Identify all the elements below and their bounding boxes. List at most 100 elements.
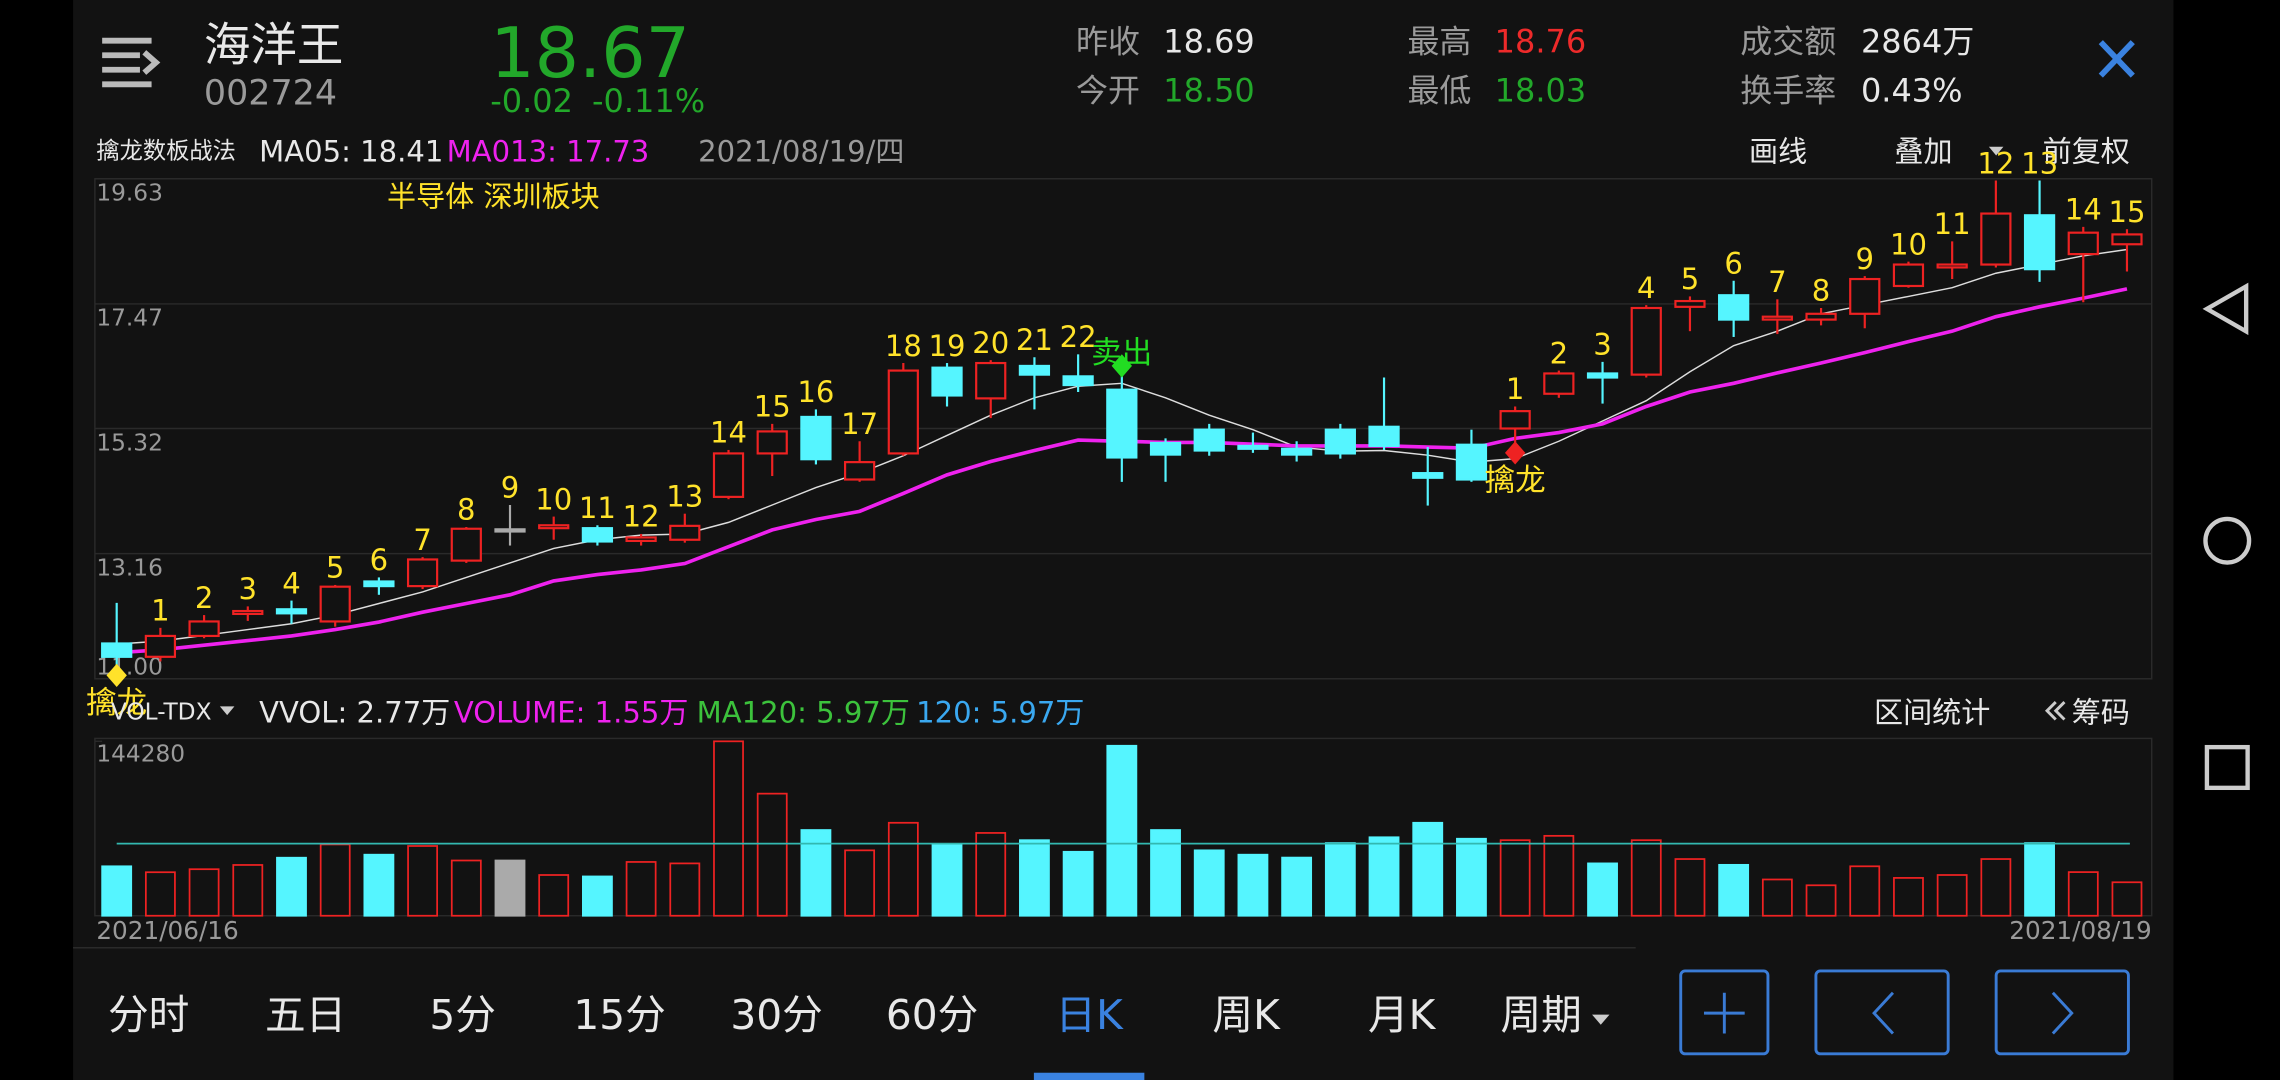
prev-button[interactable] bbox=[1814, 969, 1950, 1056]
candle-body bbox=[1062, 375, 1094, 387]
signal-label: 擒龙 bbox=[1485, 464, 1546, 499]
candle-body bbox=[1106, 388, 1138, 459]
volume-bar bbox=[1324, 842, 1356, 917]
candle-body bbox=[1149, 441, 1182, 456]
volume-bar bbox=[1237, 853, 1269, 917]
tab-active[interactable]: 日K bbox=[1055, 991, 1124, 1039]
candle-body bbox=[756, 430, 788, 455]
signal-label: 擒龙 bbox=[86, 686, 147, 721]
volume-bar bbox=[232, 864, 264, 917]
y-tick-label: 144280 bbox=[96, 741, 185, 768]
stat-label: 今开 bbox=[1076, 72, 1140, 110]
price: 18.67 bbox=[490, 13, 690, 94]
tab[interactable]: 15分 bbox=[573, 991, 665, 1039]
tab[interactable]: 周期 bbox=[1500, 991, 1581, 1039]
candle-label: 3 bbox=[239, 572, 257, 606]
volume-bar bbox=[1368, 836, 1400, 917]
candle-body bbox=[450, 527, 482, 562]
tab[interactable]: 30分 bbox=[730, 991, 822, 1039]
next-button[interactable] bbox=[1994, 969, 2130, 1056]
menu-icon[interactable] bbox=[102, 37, 161, 88]
dropdown-arrow bbox=[1592, 1014, 1610, 1025]
candle-label: 3 bbox=[1593, 328, 1612, 362]
candle-body bbox=[1674, 299, 1706, 308]
candle-label: 11 bbox=[579, 491, 616, 525]
stat-label: 最高 bbox=[1407, 22, 1471, 60]
candle-body bbox=[101, 642, 133, 658]
back-button[interactable] bbox=[2202, 282, 2249, 336]
label-120: 120: 5.97万 bbox=[916, 695, 1084, 729]
candle-label: 14 bbox=[710, 416, 747, 450]
volume-bar bbox=[1630, 839, 1662, 917]
tab[interactable]: 60分 bbox=[886, 991, 978, 1039]
candle-label: 5 bbox=[326, 551, 345, 585]
start-date: 2021/06/16 bbox=[96, 916, 238, 945]
close-button[interactable] bbox=[2098, 40, 2135, 78]
candle-body bbox=[581, 527, 614, 543]
annotation: 半导体 深圳板块 bbox=[387, 179, 600, 213]
candle-body bbox=[1718, 294, 1750, 321]
candle-body bbox=[319, 585, 351, 623]
tab-indicator bbox=[1033, 1072, 1145, 1080]
tool[interactable]: 前复权 bbox=[2043, 134, 2130, 168]
tool[interactable]: 区间统计 bbox=[1874, 695, 1990, 729]
recents-button[interactable] bbox=[2204, 744, 2250, 791]
candle-label: 13 bbox=[666, 479, 703, 513]
candle-body bbox=[975, 361, 1007, 400]
tab[interactable]: 周K bbox=[1212, 991, 1281, 1039]
candle-body bbox=[1281, 447, 1313, 456]
signal-label: 卖出 bbox=[1091, 336, 1152, 371]
candle-label: 13 bbox=[2021, 146, 2058, 180]
tool[interactable]: 叠加 bbox=[1894, 134, 1952, 168]
volume-label: VOLUME: 1.55万 bbox=[454, 695, 689, 729]
add-button[interactable] bbox=[1679, 969, 1770, 1056]
tool[interactable]: 筹码 bbox=[2072, 695, 2130, 729]
candle-label: 7 bbox=[413, 523, 432, 557]
stat-value: 0.43% bbox=[1861, 72, 1963, 110]
vol-indicator[interactable]: VOL-TDX bbox=[111, 699, 212, 726]
candle-body bbox=[1368, 425, 1400, 447]
volume-bar bbox=[407, 845, 439, 917]
stat-label: 最低 bbox=[1407, 72, 1471, 110]
candle-body bbox=[144, 634, 177, 658]
strategy[interactable]: 擒龙数板战法 bbox=[96, 137, 236, 164]
candle-body bbox=[1980, 212, 2012, 266]
volume-bar bbox=[1106, 744, 1138, 917]
candle-label: 2 bbox=[195, 581, 213, 615]
candle-body bbox=[1193, 428, 1225, 452]
candle-label: 20 bbox=[972, 326, 1009, 360]
candle-body bbox=[1761, 315, 1793, 321]
tool[interactable]: 画线 bbox=[1749, 134, 1807, 168]
volume-bar bbox=[931, 843, 963, 917]
y-tick-label: 19.63 bbox=[96, 180, 163, 207]
volume-bar bbox=[1456, 837, 1487, 917]
tab[interactable]: 5分 bbox=[429, 991, 496, 1039]
volume-bar bbox=[1805, 884, 1837, 917]
volume-bar bbox=[276, 856, 307, 917]
volume-bar bbox=[1062, 850, 1094, 917]
candle-body bbox=[1892, 263, 1925, 288]
volume-bar bbox=[1849, 865, 1881, 917]
candle-body bbox=[800, 415, 832, 461]
tab-bar: 分时 五日 5分 15分 30分 60分 日K 周K 月K 周期 bbox=[108, 991, 1610, 1080]
candle-body bbox=[188, 620, 220, 638]
volume-bar bbox=[494, 859, 526, 917]
stat-label: 昨收 bbox=[1076, 22, 1140, 60]
candle-body bbox=[1412, 472, 1444, 479]
candle-body bbox=[843, 461, 876, 481]
volume-bar bbox=[363, 853, 395, 917]
stat-value: 18.03 bbox=[1495, 72, 1587, 110]
candle-body bbox=[1936, 263, 1968, 269]
volume-bar bbox=[713, 740, 744, 917]
tab[interactable]: 月K bbox=[1368, 991, 1437, 1039]
tab[interactable]: 分时 bbox=[108, 991, 189, 1039]
home-button[interactable] bbox=[2203, 516, 2252, 565]
volume-bar bbox=[1893, 877, 1924, 917]
candle-body bbox=[887, 369, 919, 455]
tab[interactable]: 五日 bbox=[265, 991, 346, 1039]
candle-label: 2 bbox=[1550, 336, 1568, 370]
volume-bar bbox=[1718, 863, 1750, 917]
candle-body bbox=[2067, 231, 2099, 256]
